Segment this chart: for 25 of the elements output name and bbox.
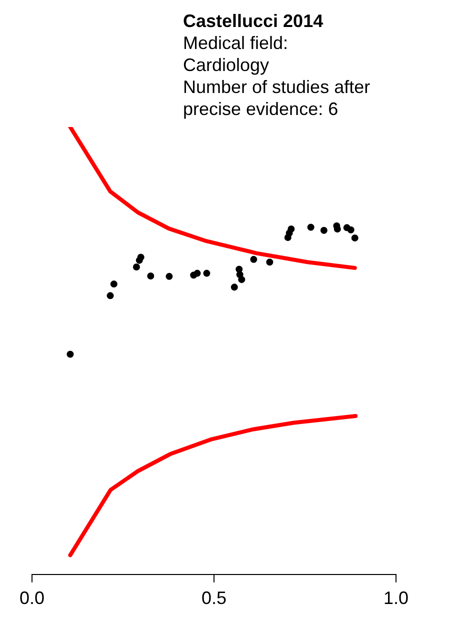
chart-subtitle: Medical field: Cardiology xyxy=(183,32,290,76)
x-tick-label: 1.0 xyxy=(383,588,409,608)
point xyxy=(194,270,201,277)
point xyxy=(110,280,118,288)
point xyxy=(307,224,314,231)
point xyxy=(347,226,354,234)
point xyxy=(203,270,210,277)
point xyxy=(250,256,258,263)
point xyxy=(230,284,238,291)
x-tick-label: 0.5 xyxy=(201,588,227,608)
point xyxy=(238,276,246,284)
text: Number of studies after precise evidence: 6 xyxy=(183,76,372,120)
point xyxy=(351,234,358,242)
x-tick-label: 0.0 xyxy=(19,588,45,608)
point xyxy=(288,226,295,233)
point xyxy=(137,254,144,261)
point xyxy=(106,292,114,300)
point xyxy=(334,226,341,233)
point xyxy=(320,226,328,234)
point xyxy=(66,350,74,358)
point xyxy=(166,272,173,280)
point xyxy=(132,264,140,271)
chart-title: Castellucci 2014 xyxy=(183,10,324,32)
point xyxy=(266,258,274,266)
point xyxy=(147,272,154,280)
